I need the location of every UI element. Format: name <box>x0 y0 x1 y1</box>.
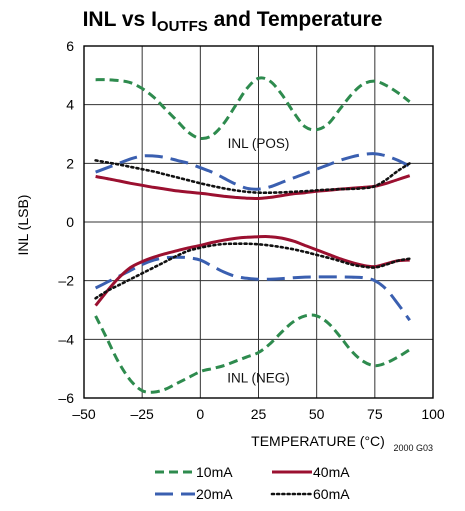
y-tick-label: –6 <box>58 390 74 406</box>
chart-title-subscript: OUTFS <box>157 18 208 35</box>
y-tick-label: 4 <box>66 97 74 113</box>
y-tick-label: –4 <box>58 331 74 347</box>
x-tick-label: 50 <box>309 406 325 422</box>
y-tick-label: 6 <box>66 38 74 54</box>
legend-label-40ma: 40mA <box>313 464 350 480</box>
y-tick-label: –2 <box>58 273 74 289</box>
series-line-40ma-neg <box>94 235 410 307</box>
series-line-10ma-pos <box>95 76 411 141</box>
x-tick-label: 100 <box>421 406 445 422</box>
chart-title-suffix: and Temperature <box>208 8 383 31</box>
x-tick-label: 75 <box>367 406 383 422</box>
chart-title-main: INL vs I <box>83 8 157 31</box>
x-tick-label: 0 <box>196 406 204 422</box>
series-layer <box>94 76 411 394</box>
chart-title: INL vs IOUTFS and Temperature <box>83 8 383 35</box>
y-tick-label: 2 <box>66 155 74 171</box>
x-tick-label: –50 <box>72 406 96 422</box>
grid-layer <box>84 46 433 398</box>
legend-label-60ma: 60mA <box>313 486 350 502</box>
chart-note: 2000 G03 <box>393 443 433 453</box>
annotation-inl-pos: INL (POS) <box>228 136 290 151</box>
series-line-20ma-pos <box>95 152 411 191</box>
legend-label-20ma: 20mA <box>196 486 233 502</box>
series-line-20ma-neg <box>94 255 411 322</box>
y-axis-label: INL (LSB) <box>15 195 31 256</box>
axis-layer: –50 –25 0 25 50 75 100 –6 –4 –2 0 2 4 6 <box>58 38 444 422</box>
x-tick-label: –25 <box>130 406 154 422</box>
annotation-layer: INL (POS) INL (NEG) <box>227 136 290 386</box>
annotation-inl-neg: INL (NEG) <box>227 370 290 385</box>
series-line-60ma-pos <box>94 159 411 195</box>
x-axis-label: TEMPERATURE (°C) <box>251 433 385 449</box>
x-tick-label: 25 <box>251 406 267 422</box>
plot-frame <box>83 45 434 399</box>
series-line-60ma-neg <box>94 242 411 300</box>
y-tick-label: 0 <box>66 214 74 230</box>
legend-label-10ma: 10mA <box>196 464 233 480</box>
legend: 10mA 40mA 20mA 60mA <box>155 464 350 502</box>
series-line-10ma-neg <box>94 313 411 394</box>
